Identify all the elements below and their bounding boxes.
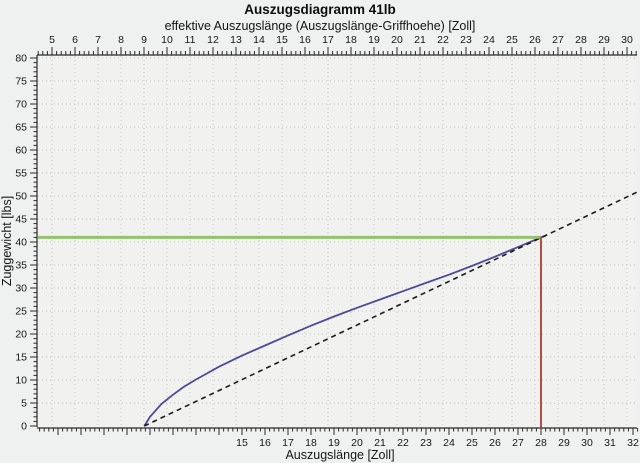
y-axis-tick-label: 0 (21, 421, 27, 433)
chart-title: Auszugsdiagramm 41lb (244, 2, 396, 17)
bottom-axis-tick-label: 27 (512, 437, 524, 449)
y-axis-title: Zuggewicht [lbs] (0, 196, 14, 286)
bottom-axis-tick-label: 21 (374, 437, 386, 449)
y-axis-tick-label: 55 (15, 168, 27, 180)
top-axis-tick-label: 11 (185, 34, 196, 46)
bottom-axis-tick-label: 15 (236, 437, 248, 449)
top-axis-tick-label: 29 (598, 34, 610, 46)
y-axis-tick-label: 30 (15, 283, 27, 295)
top-axis-tick-label: 25 (506, 34, 518, 46)
bottom-axis-tick-label: 23 (420, 437, 432, 449)
bottom-axis-title: Auszugslänge [Zoll] (285, 448, 394, 462)
top-axis-tick-label: 12 (207, 34, 219, 46)
draw-force-curve (143, 234, 546, 427)
top-axis-tick-label: 21 (414, 34, 426, 46)
bottom-axis-tick-label: 29 (558, 437, 570, 449)
top-axis-tick-label: 16 (299, 34, 311, 46)
bottom-axis-tick-label: 19 (328, 437, 340, 449)
top-axis-tick-label: 6 (72, 34, 78, 46)
y-axis-tick-label: 35 (15, 260, 27, 272)
bottom-axis-tick-label: 22 (397, 437, 409, 449)
top-axis-tick-label: 27 (552, 34, 564, 46)
y-axis-tick-label: 65 (15, 122, 27, 134)
bottom-axis-tick-label: 31 (604, 437, 616, 449)
left-ruler-labels: 0 5 10 15 20 25 30 35 40 45 50 55 60 65 70 75 80 (15, 53, 27, 433)
y-axis-tick-label: 40 (15, 237, 27, 249)
top-axis-tick-label: 19 (368, 34, 380, 46)
y-axis-tick-label: 5 (21, 398, 27, 410)
top-axis-tick-label: 30 (621, 34, 633, 46)
bottom-axis-tick-label: 20 (351, 437, 363, 449)
bottom-axis-tick-label: 18 (305, 437, 317, 449)
bottom-axis-tick-label: 28 (535, 437, 547, 449)
top-axis-tick-label: 8 (118, 34, 124, 46)
top-axis-tick-label: 14 (253, 34, 265, 46)
top-axis-tick-label: 5 (49, 34, 55, 46)
y-axis-tick-label: 25 (15, 306, 27, 318)
top-axis-tick-label: 24 (483, 34, 495, 46)
linear-reference-line (143, 191, 638, 427)
top-axis-tick-label: 13 (230, 34, 242, 46)
top-ruler-labels: 5 6 7 8 9 10 11 12 13 14 15 16 17 18 19 20 21 22 23 24 25 26 2… (49, 34, 633, 46)
top-axis-tick-label: 7 (95, 34, 101, 46)
top-axis-tick-label: 22 (437, 34, 449, 46)
bottom-axis-tick-label: 25 (466, 437, 478, 449)
top-axis-title: effektive Auszugslänge (Auszugslänge-Gri… (164, 19, 476, 33)
y-axis-tick-label: 15 (15, 352, 27, 364)
bottom-axis-tick-label: 16 (259, 437, 271, 449)
y-axis-tick-label: 70 (15, 99, 27, 111)
bottom-axis-tick-label: 24 (443, 437, 455, 449)
y-axis-tick-label: 50 (15, 191, 27, 203)
bottom-axis-tick-label: 32 (627, 437, 639, 449)
bottom-axis-tick-label: 17 (282, 437, 294, 449)
y-axis-tick-label: 10 (15, 375, 27, 387)
y-axis-tick-label: 60 (15, 145, 27, 157)
top-axis-tick-label: 17 (322, 34, 334, 46)
top-axis-tick-label: 26 (529, 34, 541, 46)
bottom-axis-tick-label: 30 (581, 437, 593, 449)
y-axis-tick-label: 20 (15, 329, 27, 341)
top-axis-tick-label: 20 (391, 34, 403, 46)
top-ruler (37, 47, 637, 56)
bottom-ruler-labels: 15 16 17 18 19 20 21 22 23 24 25 26 27 28 29 30 31 32 (236, 437, 639, 449)
y-axis-tick-label: 80 (15, 53, 27, 65)
bottom-axis-tick-label: 26 (489, 437, 501, 449)
top-axis-tick-label: 9 (141, 34, 147, 46)
bottom-ruler (37, 427, 639, 435)
top-axis-tick-label: 15 (276, 34, 288, 46)
top-axis-tick-label: 28 (575, 34, 587, 46)
top-axis-tick-label: 23 (460, 34, 472, 46)
top-axis-tick-label: 10 (161, 34, 173, 46)
top-axis-tick-label: 18 (345, 34, 357, 46)
plot-background (37, 56, 637, 427)
y-axis-tick-label: 45 (15, 214, 27, 226)
left-ruler (30, 55, 38, 427)
y-axis-tick-label: 75 (15, 76, 27, 88)
